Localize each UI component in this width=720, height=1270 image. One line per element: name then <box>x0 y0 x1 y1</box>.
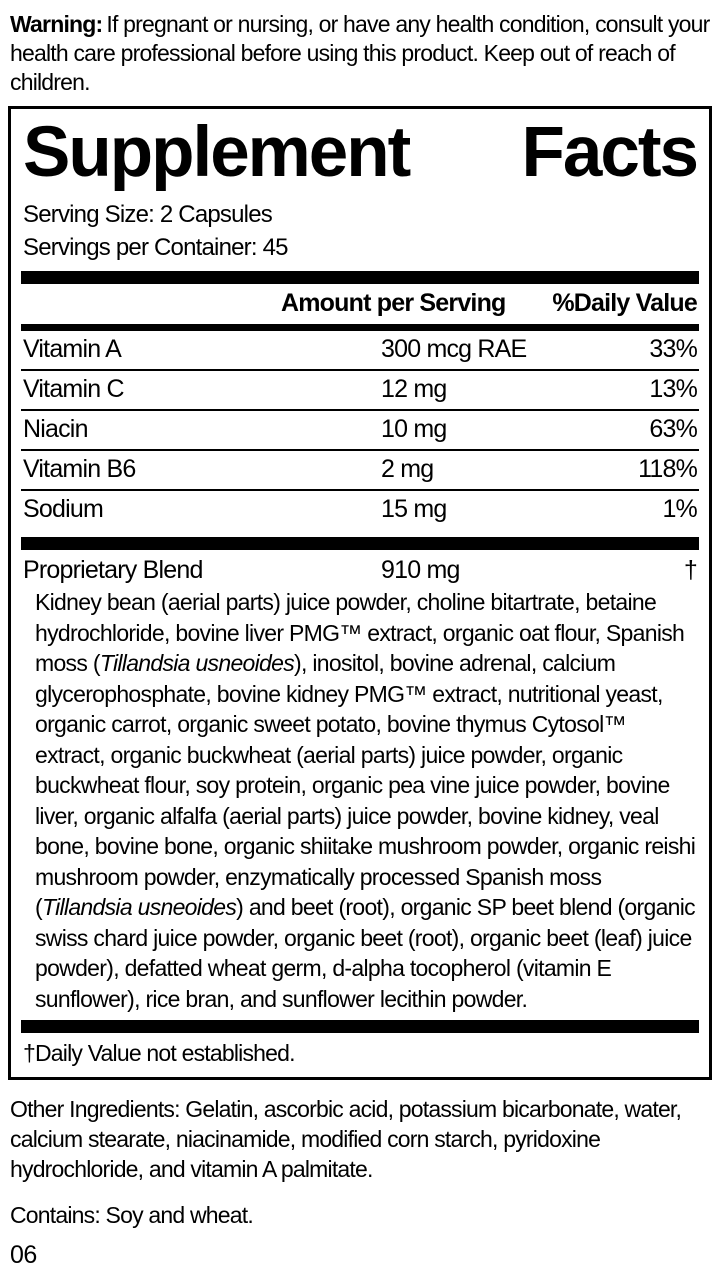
column-header-row: Amount per Serving %Daily Value <box>21 284 699 324</box>
blend-desc-segment: Kidney bean (aerial parts) juice powder,… <box>35 589 685 676</box>
nutrient-daily-value: 118% <box>638 455 698 483</box>
nutrient-daily-value: 33% <box>649 335 697 363</box>
blend-name: Proprietary Blend <box>23 556 203 584</box>
product-code: 06 <box>10 1241 37 1269</box>
nutrient-amount: 12 mg <box>381 375 447 403</box>
blend-daily-value-dagger: † <box>683 556 698 584</box>
other-ingredients: Other Ingredients: Gelatin, ascorbic aci… <box>10 1096 682 1182</box>
warning-text: If pregnant or nursing, or have any heal… <box>10 11 710 95</box>
column-header-daily-value: %Daily Value <box>552 289 697 317</box>
divider-thick-footnote <box>21 1020 699 1033</box>
warning-paragraph: Warning: If pregnant or nursing, or have … <box>10 10 710 97</box>
nutrient-amount: 10 mg <box>381 415 447 443</box>
allergen-statement: Contains: Soy and wheat. <box>10 1202 254 1228</box>
panel-title-word-2: Facts <box>521 113 699 192</box>
divider-thick-top <box>21 271 699 284</box>
blend-amount: 910 mg <box>381 556 460 584</box>
proprietary-blend-row: Proprietary Blend 910 mg † <box>21 550 699 585</box>
nutrient-name: Vitamin B6 <box>23 455 136 483</box>
divider-medium-header <box>21 324 699 331</box>
warning-label: Warning: <box>10 11 103 37</box>
nutrient-daily-value: 13% <box>649 375 697 403</box>
nutrient-amount: 15 mg <box>381 495 447 523</box>
nutrient-daily-value: 63% <box>649 415 697 443</box>
column-header-amount: Amount per Serving <box>281 289 506 317</box>
divider-thick-blend <box>21 537 699 550</box>
table-row: Niacin 10 mg 63% <box>21 411 699 451</box>
blend-desc-latin-name: Tillandsia usneoides <box>41 894 237 920</box>
table-row: Vitamin C 12 mg 13% <box>21 371 699 411</box>
nutrient-name: Vitamin C <box>23 375 125 403</box>
nutrient-amount: 300 mcg RAE <box>381 335 527 363</box>
servings-per-container: Servings per Container: 45 <box>23 234 289 261</box>
blend-desc-latin-name: Tillandsia usneoides <box>99 650 295 676</box>
nutrient-name: Vitamin A <box>23 335 122 363</box>
table-row: Vitamin A 300 mcg RAE 33% <box>21 331 699 371</box>
nutrient-daily-value: 1% <box>662 495 697 523</box>
blend-description: Kidney bean (aerial parts) juice powder,… <box>35 587 699 1014</box>
panel-title-word-1: Supplement <box>23 113 411 192</box>
blend-desc-segment: ), inositol, bovine adrenal, calcium gly… <box>35 650 696 920</box>
panel-title: Supplement Facts <box>23 113 699 192</box>
serving-size: Serving Size: 2 Capsules <box>23 201 273 228</box>
nutrient-name: Sodium <box>23 495 104 523</box>
supplement-facts-panel: Supplement Facts Serving Size: 2 Capsule… <box>8 106 712 1080</box>
nutrient-name: Niacin <box>23 415 88 443</box>
blend-desc-segment: ) and beet (root), organic SP beet blend… <box>35 894 696 1012</box>
table-row: Sodium 15 mg 1% <box>21 491 699 529</box>
daily-value-footnote: †Daily Value not established. <box>23 1040 296 1066</box>
table-row: Vitamin B6 2 mg 118% <box>21 451 699 491</box>
nutrient-amount: 2 mg <box>381 455 434 483</box>
